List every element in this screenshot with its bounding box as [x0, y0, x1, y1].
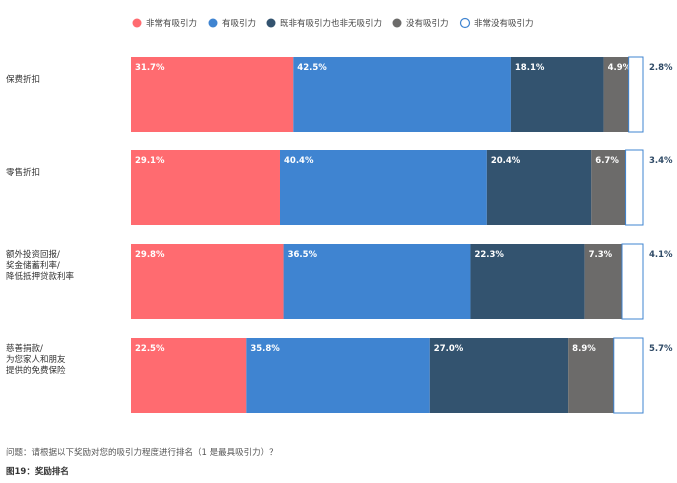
legend-label-5: 非常没有吸引力 — [474, 18, 534, 29]
bar-segment-2-2 — [279, 150, 487, 225]
data-label-2-5: 3.4% — [649, 156, 673, 166]
data-label-1-2: 42.5% — [297, 63, 327, 73]
bar-segment-3-1 — [131, 244, 284, 319]
bar-segment-3-5 — [621, 243, 644, 320]
bar-row-2: 29.1% 40.4% 20.4% 6.7% 3.4% — [131, 149, 673, 226]
legend-swatch-1 — [132, 18, 142, 28]
category-labels: 保费折扣零售折扣额外投资回报/奖金储蓄利率/降低抵押贷款利率慈善捐款/为您家人和… — [6, 74, 75, 376]
data-label-4-1: 22.5% — [135, 344, 165, 354]
category-label-4-line-2: 为您家人和朋友 — [6, 354, 66, 365]
bar-segment-4-3 — [429, 338, 569, 413]
data-label-2-3: 20.4% — [491, 156, 521, 166]
bar-row-3: 29.8% 36.5% 22.3% 7.3% 4.1% — [131, 243, 673, 320]
legend-label-4: 没有吸引力 — [406, 18, 449, 29]
bar-segment-2-4 — [591, 150, 626, 225]
stacked-bar-chart: 非常有吸引力 有吸引力 既非有吸引力也非无吸引力 没有吸引力 非常没有吸引力 31.7%… — [6, 17, 673, 414]
bar-segment-1-4 — [603, 57, 629, 132]
data-label-1-3: 18.1% — [515, 63, 545, 73]
category-label-3-line-1: 额外投资回报/ — [6, 249, 60, 260]
legend-swatch-2 — [208, 18, 218, 28]
bar-segment-1-1 — [131, 57, 294, 132]
data-label-3-5: 4.1% — [649, 250, 673, 260]
legend-swatch-4 — [392, 18, 402, 28]
data-label-3-1: 29.8% — [135, 250, 165, 260]
bar-segment-3-2 — [283, 244, 471, 319]
data-label-1-5: 2.8% — [649, 63, 673, 73]
legend-label-3: 既非有吸引力也非无吸引力 — [280, 18, 382, 29]
bar-segment-3-3 — [470, 244, 585, 319]
bar-segment-2-1 — [131, 150, 280, 225]
category-label-2-line-1: 零售折扣 — [6, 167, 40, 178]
data-label-4-3: 27.0% — [434, 344, 464, 354]
data-label-3-3: 22.3% — [474, 250, 504, 260]
bar-segment-4-4 — [568, 338, 614, 413]
category-label-4-line-1: 慈善捐款/ — [6, 343, 43, 354]
data-label-2-1: 29.1% — [135, 156, 165, 166]
data-label-3-2: 36.5% — [288, 250, 318, 260]
bar-row-4: 22.5% 35.8% 27.0% 8.9% 5.7% — [131, 337, 673, 414]
bar-segment-4-1 — [131, 338, 247, 413]
data-label-4-5: 5.7% — [649, 344, 673, 354]
category-label-4-line-3: 提供的免费保险 — [6, 365, 66, 376]
chart-plot-area: 31.7% 42.5% 18.1% 4.9% 2.8% 29.1% 40.4% 20.4% 6.… — [131, 56, 673, 414]
data-label-4-4: 8.9% — [572, 344, 596, 354]
bar-segment-1-5 — [628, 56, 644, 133]
data-label-1-4: 4.9% — [608, 63, 632, 73]
data-label-1-1: 31.7% — [135, 63, 165, 73]
data-label-4-2: 35.8% — [250, 344, 280, 354]
category-label-1-line-1: 保费折扣 — [6, 74, 40, 85]
survey-question: 问题：请根据以下奖励对您的吸引力程度进行排名（1 是最具吸引力）？ — [6, 448, 278, 458]
bar-segment-1-2 — [293, 57, 511, 132]
data-label-2-4: 6.7% — [595, 156, 619, 166]
bar-row-1: 31.7% 42.5% 18.1% 4.9% 2.8% — [131, 56, 673, 133]
legend-label-1: 非常有吸引力 — [146, 18, 197, 29]
bar-segment-2-3 — [486, 150, 592, 225]
bar-segment-3-4 — [584, 244, 623, 319]
bar-segment-4-2 — [246, 338, 430, 413]
legend-swatch-5 — [459, 17, 471, 29]
legend-label-2: 有吸引力 — [222, 18, 256, 29]
data-label-3-4: 7.3% — [589, 250, 613, 260]
chart-legend: 非常有吸引力 有吸引力 既非有吸引力也非无吸引力 没有吸引力 非常没有吸引力 — [132, 17, 534, 29]
bar-segment-4-5 — [613, 337, 644, 414]
bar-segment-2-5 — [625, 149, 644, 226]
figure-caption: 图19：奖励排名 — [6, 467, 69, 477]
data-label-2-2: 40.4% — [284, 156, 314, 166]
legend-swatch-3 — [266, 18, 276, 28]
category-label-3-line-2: 奖金储蓄利率/ — [6, 260, 60, 271]
bar-segment-1-3 — [510, 57, 604, 132]
category-label-3-line-3: 降低抵押贷款利率 — [6, 271, 75, 282]
